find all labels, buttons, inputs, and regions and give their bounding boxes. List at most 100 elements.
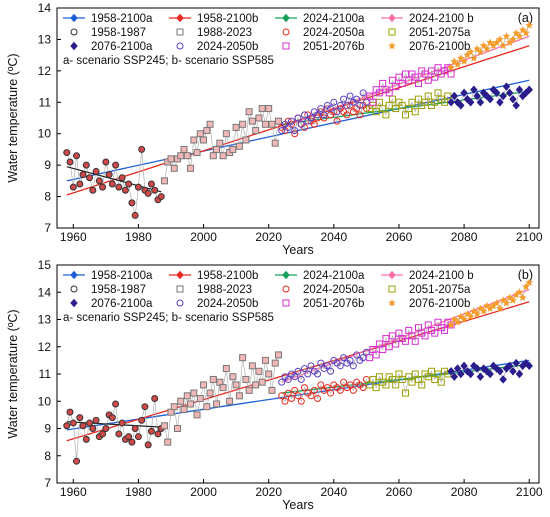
x-tick-label: 2100 [516,485,543,499]
data-point [483,367,491,376]
data-point [79,422,87,430]
data-point [206,120,214,128]
data-point [515,32,524,40]
data-point [118,174,126,182]
data-point [232,381,240,389]
legend-swatch [282,28,290,36]
legend-swatch [176,28,184,36]
data-point [521,282,531,291]
data-point [284,389,292,397]
data-point [323,362,331,370]
data-point [369,375,377,383]
data-point [121,186,129,194]
x-tick-label: 2000 [190,485,217,499]
legend-swatch-marker [388,270,396,280]
data-point [307,114,315,122]
data-point [222,365,230,373]
data-point [301,365,309,373]
data-point [502,298,511,307]
legend-swatch [388,28,396,36]
legend-swatch [282,285,290,293]
data-point [421,332,429,340]
y-tick-label: 11 [39,367,52,381]
data-point [261,120,269,128]
data-point [418,381,426,389]
data-point [294,367,302,375]
data-point [147,180,155,188]
data-point [466,312,475,321]
data-point [492,298,501,307]
x-tick-label: 1960 [60,485,87,499]
data-point [255,367,263,375]
data-point [415,79,422,87]
data-point [447,367,455,376]
data-point [411,337,419,345]
data-point [196,130,204,138]
legend-swatch [70,285,78,293]
data-point [66,408,74,416]
data-point [525,85,533,94]
data-point [174,425,181,432]
data-point [466,47,475,56]
data-point [408,98,416,106]
y-tick-label: 13 [38,32,52,46]
y-tick-label: 12 [38,64,52,78]
data-point [86,419,94,427]
data-point [476,372,485,381]
legend-entry-label: 2024-2050b [197,298,258,310]
data-point [314,395,322,403]
legend-entry-label: 2076-2100b [409,41,470,53]
data-point [82,161,90,169]
data-point [125,180,133,188]
data-point [245,108,253,116]
legend-entry-label: 2024-2050a [303,27,365,39]
data-point [479,307,488,315]
legend-entry-label: 2051-2075a [409,284,471,296]
data-point [219,384,227,392]
data-point [392,381,400,389]
data-point [213,400,221,408]
data-point [512,358,520,368]
panel-label: (a) [518,11,533,25]
data-point [385,89,393,97]
data-point [473,91,481,101]
data-point [226,397,234,405]
data-point [424,92,432,100]
data-point [460,315,469,323]
legend-swatch [176,299,184,307]
legend-swatch-marker [176,270,184,280]
y-tick-label: 13 [38,313,52,327]
legend-swatch [70,298,78,308]
data-point [242,375,250,383]
data-point [239,120,247,128]
y-tick-label: 11 [39,95,52,109]
legend-swatch [70,28,78,36]
data-point [349,362,357,370]
data-point [102,425,110,432]
y-tick-label: 10 [38,127,52,141]
data-point [167,155,175,163]
data-point [196,395,204,403]
legend-swatch [176,285,184,293]
data-point [320,111,328,119]
data-point [255,114,263,122]
data-point [473,44,482,53]
data-point [160,422,168,430]
data-point [170,164,178,172]
data-point [408,378,416,386]
data-point [437,378,445,386]
data-point [450,372,459,381]
data-point [63,149,71,157]
data-point [232,123,240,131]
data-point [521,28,531,37]
legend-entry-label: 2051-2076b [303,41,364,53]
legend-swatch [388,285,396,293]
data-point [327,389,335,397]
data-point [431,98,439,106]
data-point [281,397,289,405]
data-point [301,384,309,392]
legend-note: a- scenario SSP245; b- scenario SSP585 [63,55,274,67]
data-point [336,362,344,370]
data-point [115,183,123,191]
